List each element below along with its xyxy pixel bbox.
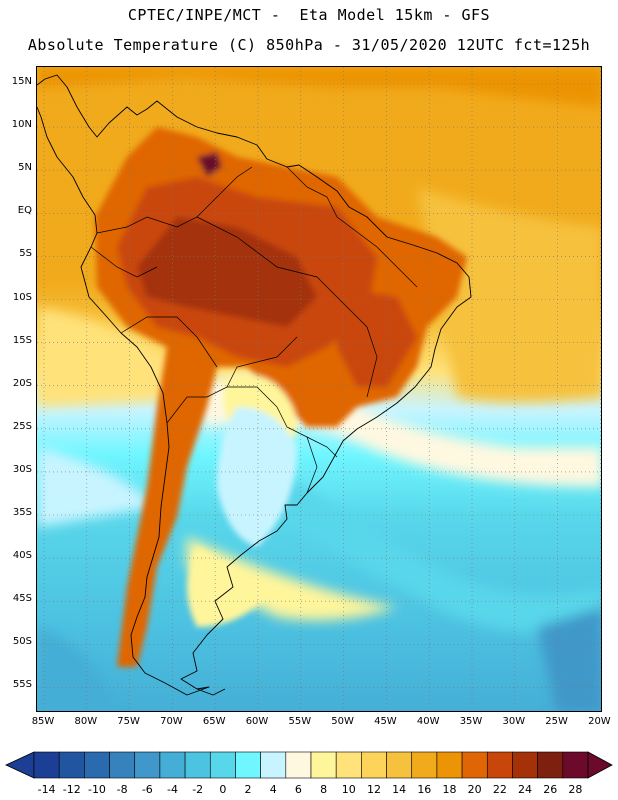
lat-label: 40S [12,550,32,562]
colorbar-label: 14 [392,783,407,796]
colorbar-label: 24 [518,783,533,796]
lat-label: 55S [12,679,32,691]
colorbar-label: -8 [116,783,128,796]
lat-label: 45S [12,593,32,605]
colorbar-swatch [436,751,463,779]
map-frame [36,66,602,712]
colorbar-swatch [235,751,261,779]
argentina-cool-region [217,407,297,547]
colorbar-swatch [109,751,136,779]
title-line-1: CPTEC/INPE/MCT - Eta Model 15km - GFS [127,6,491,24]
colorbar [5,751,613,779]
lon-label: 30W [502,716,526,727]
lon-label: 80W [74,716,98,727]
colorbar-swatch [486,751,513,779]
colorbar-label: 22 [492,783,507,796]
lon-label: 60W [245,716,269,727]
lon-label: 75W [117,716,140,727]
colorbar-swatch [361,751,387,779]
country-borders [90,166,418,494]
colorbar-swatch [310,751,337,779]
colorbar-swatch [285,751,312,779]
venezuela-hotspot [197,152,222,177]
colorbar-label: 6 [294,783,302,796]
colorbar-label: -6 [141,783,153,796]
northeast-brazil-hot [337,287,417,387]
atlantic-warm-band [417,187,601,402]
lon-label: 85W [31,716,55,727]
lat-label: 5N [18,162,32,174]
lat-label: 10S [12,291,32,303]
lon-label: 35W [459,716,483,727]
colorbar-label: 8 [320,783,328,796]
lat-label: 30S [12,463,32,475]
lon-label: 20W [588,716,611,727]
colorbar-swatch [58,751,85,779]
colorbar-swatch [184,751,211,779]
lat-label: 50S [12,636,32,648]
lat-label: 25S [12,420,32,432]
colorbar-label: -10 [87,783,106,796]
colorbar-label: 12 [366,783,381,796]
lon-label: 40W [416,716,440,727]
temperature-map [37,67,601,711]
colorbar-swatch [209,751,236,779]
lon-label: 65W [202,716,226,727]
colorbar-swatch [33,751,60,779]
lon-label: 25W [545,716,568,727]
lon-label: 45W [374,716,397,727]
lon-label: 70W [160,716,183,727]
colorbar-label: 4 [269,783,277,796]
colorbar-swatch [562,751,589,779]
colorbar-swatch [260,751,287,779]
colorbar-label: 0 [219,783,227,796]
colorbar-swatch [537,751,564,779]
colorbar-swatch [335,751,362,779]
colorbar-label: 20 [467,783,482,796]
colorbar-arrow-high [587,751,613,779]
colorbar-label: -2 [192,783,204,796]
colorbar-swatch [411,751,438,779]
colorbar-label: 18 [442,783,457,796]
colorbar-swatch [84,751,110,779]
title-line-2: Absolute Temperature (C) 850hPa - 31/05/… [27,36,591,54]
lat-label: 20S [12,377,32,389]
colorbar-swatch [512,751,538,779]
colorbar-swatch [134,751,161,779]
lat-label: 15N [11,76,32,87]
lon-label: 50W [331,716,354,727]
colorbar-label: 16 [417,783,432,796]
lat-label: 5S [19,248,32,260]
coastline [37,74,472,696]
lat-label: 10N [11,119,32,131]
lon-label: 55W [288,716,312,727]
colorbar-swatch [386,751,413,779]
colorbar-label: 2 [244,783,252,796]
colorbar-label: 10 [341,783,356,796]
patagonia-mild-tongue [187,537,397,621]
colorbar-arrow-low [5,751,35,779]
colorbar-label: 26 [543,783,558,796]
colorbar-label: 28 [568,783,583,796]
lat-label: EQ [17,205,32,217]
colorbar-swatch [159,751,186,779]
caribbean-warm-band [37,67,601,107]
lat-label: 35S [12,507,32,518]
colorbar-label: -14 [37,783,56,796]
lat-label: 15S [12,334,32,346]
colorbar-label: -4 [167,783,178,796]
colorbar-label: -12 [62,783,81,796]
colorbar-swatch [461,751,488,779]
